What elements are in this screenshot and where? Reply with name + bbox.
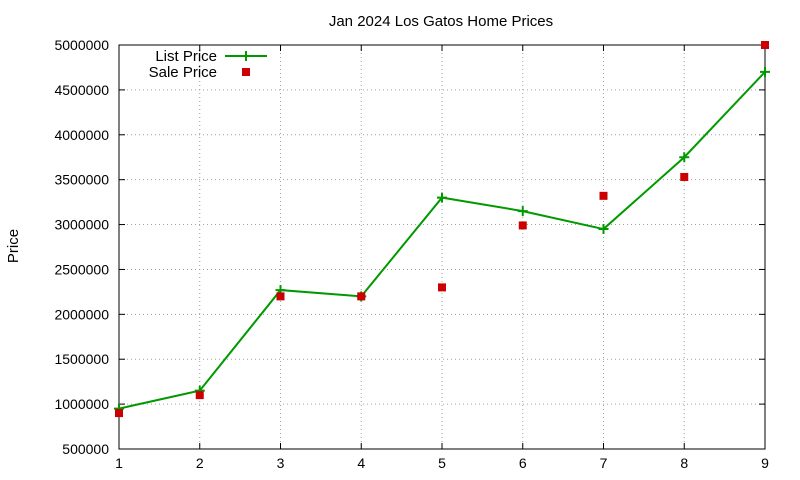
series-layer	[114, 41, 770, 418]
list-price-point	[517, 206, 528, 217]
y-tick-label: 500000	[62, 441, 109, 457]
y-tick-label: 2500000	[54, 261, 109, 277]
list-price-point	[598, 224, 609, 235]
y-tick-label: 3500000	[54, 172, 109, 188]
sale-price-point	[599, 191, 608, 200]
grid	[119, 45, 765, 449]
sale-price-point	[680, 172, 689, 181]
x-tick-label: 9	[761, 455, 769, 471]
y-tick-label: 4500000	[54, 82, 109, 98]
sale-price-point	[357, 292, 366, 301]
x-tick-label: 4	[357, 455, 365, 471]
legend-plus-marker	[241, 51, 251, 61]
sale-price-point	[518, 221, 527, 230]
y-tick-label: 1500000	[54, 351, 109, 367]
x-tick-label: 3	[277, 455, 285, 471]
y-axis-label: Price	[5, 229, 22, 263]
list-price-point	[760, 66, 770, 77]
y-tick-label: 2000000	[54, 306, 109, 322]
sale-price-point	[115, 409, 123, 418]
x-tick-label: 7	[600, 455, 608, 471]
x-tick-label: 2	[196, 455, 204, 471]
legend-square-marker	[242, 68, 250, 76]
chart-title: Jan 2024 Los Gatos Home Prices	[329, 13, 553, 30]
sale-price-point	[438, 283, 446, 292]
sale-price-point	[195, 391, 204, 400]
y-tick-label: 4000000	[54, 127, 109, 143]
list-price-point	[679, 152, 690, 163]
sale-price-point	[276, 292, 285, 301]
x-tick-label: 8	[680, 455, 688, 471]
list-price-point	[437, 192, 447, 203]
legend-label-0: List Price	[155, 48, 217, 65]
legend-label-1: Sale Price	[149, 64, 217, 81]
y-tick-label: 5000000	[54, 37, 109, 53]
series-1	[115, 41, 769, 418]
x-tick-label: 5	[438, 455, 446, 471]
y-tick-label: 3000000	[54, 217, 109, 233]
y-tick-label: 1000000	[54, 396, 109, 412]
axis-ticks: 500000 1000000 1500000 2000000 2500000 300000…	[54, 37, 769, 471]
x-tick-label: 6	[519, 455, 527, 471]
plot-border	[118, 44, 766, 450]
sale-price-point	[761, 41, 769, 49]
x-tick-label: 1	[115, 455, 123, 471]
list-price-line	[118, 71, 766, 410]
